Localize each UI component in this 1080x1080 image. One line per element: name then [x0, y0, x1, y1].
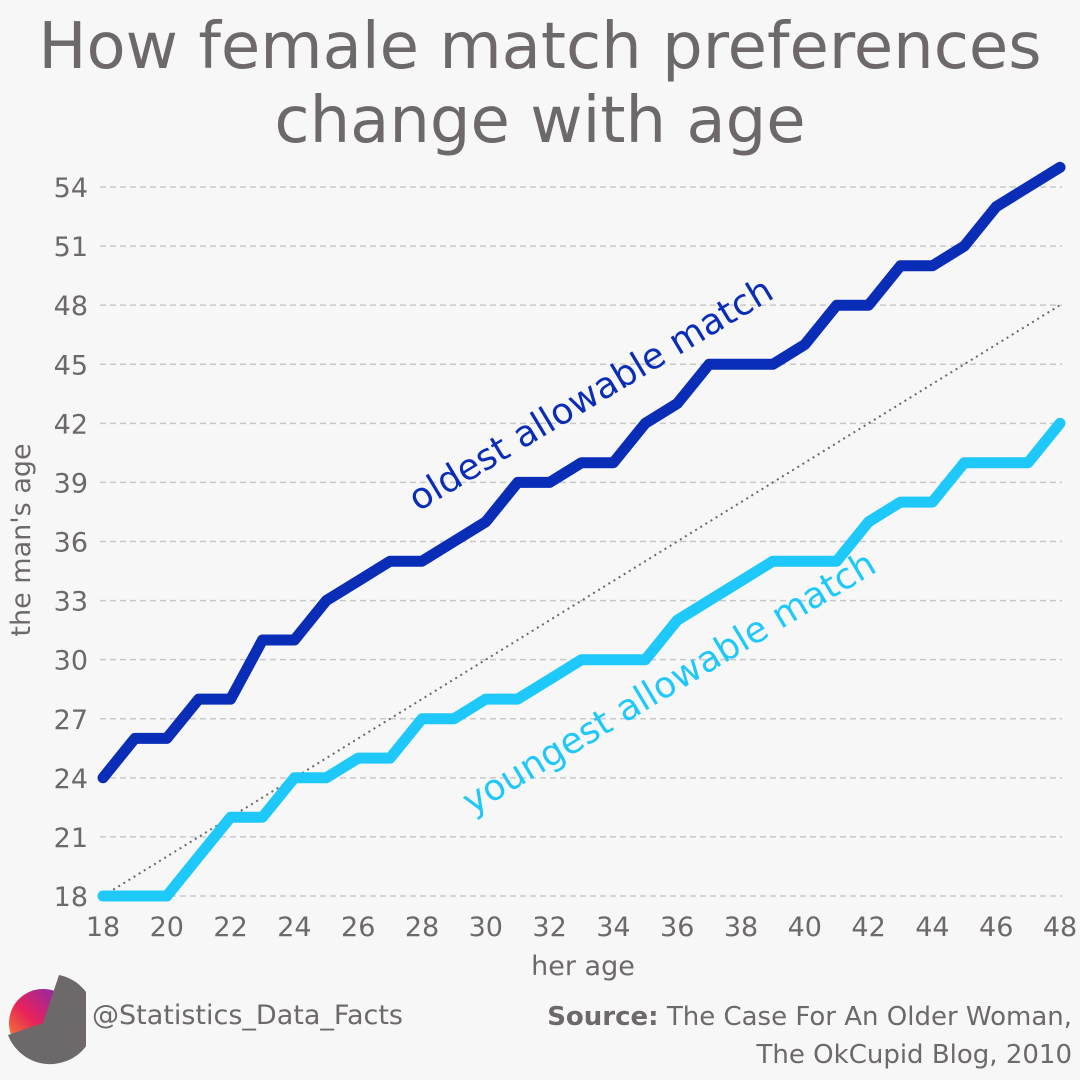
y-tick-30: 30 [54, 646, 88, 677]
x-tick-38: 38 [724, 912, 758, 943]
brand-logo [6, 972, 96, 1070]
source-note: Source: The Case For An Older Woman, The… [547, 998, 1072, 1074]
gridlines [100, 186, 1062, 897]
y-tick-36: 36 [54, 528, 88, 559]
chart-title: How female match preferences change with … [0, 10, 1080, 158]
y-tick-51: 51 [54, 232, 88, 263]
y-tick-18: 18 [54, 882, 88, 913]
y-tick-48: 48 [54, 291, 88, 322]
y-tick-24: 24 [54, 764, 88, 795]
series-lines [97, 161, 1066, 902]
x-tick-22: 22 [213, 912, 247, 943]
title-line-1: How female match preferences [38, 10, 1042, 84]
y-tick-33: 33 [54, 587, 88, 618]
series-line-oldest [97, 161, 1066, 784]
reference-line [102, 304, 1061, 897]
x-tick-28: 28 [405, 912, 439, 943]
y-tick-21: 21 [54, 823, 88, 854]
x-tick-34: 34 [596, 912, 630, 943]
x-tick-42: 42 [851, 912, 885, 943]
x-tick-40: 40 [788, 912, 822, 943]
y-tick-39: 39 [54, 468, 88, 499]
source-label: Source: [547, 1002, 659, 1032]
y-tick-45: 45 [54, 350, 88, 381]
x-tick-48: 48 [1043, 912, 1077, 943]
y-axis-label: the man's age [6, 443, 37, 636]
x-axis-label: her age [531, 951, 635, 982]
series-line-youngest [97, 417, 1066, 902]
source-line-1: The Case For An Older Woman, [666, 1002, 1072, 1032]
x-tick-24: 24 [277, 912, 311, 943]
x-tick-18: 18 [86, 912, 120, 943]
title-line-2: change with age [274, 84, 806, 158]
x-tick-32: 32 [532, 912, 566, 943]
x-tick-30: 30 [469, 912, 503, 943]
x-tick-36: 36 [660, 912, 694, 943]
author-handle: @Statistics_Data_Facts [92, 1000, 403, 1031]
source-line-2: The OkCupid Blog, 2010 [756, 1040, 1072, 1070]
x-tick-26: 26 [341, 912, 375, 943]
x-tick-20: 20 [150, 912, 184, 943]
y-tick-27: 27 [54, 705, 88, 736]
series-label-youngest: youngest allowable match [456, 543, 884, 822]
y-axis-ticks: 18 21 24 27 30 33 36 39 42 45 48 51 54 [54, 173, 88, 913]
x-tick-46: 46 [979, 912, 1013, 943]
y-tick-54: 54 [54, 173, 88, 204]
x-axis-ticks: 18 20 22 24 26 28 30 32 34 36 38 40 42 44 46 48 [86, 912, 1077, 943]
y-tick-42: 42 [54, 409, 88, 440]
x-tick-44: 44 [915, 912, 949, 943]
